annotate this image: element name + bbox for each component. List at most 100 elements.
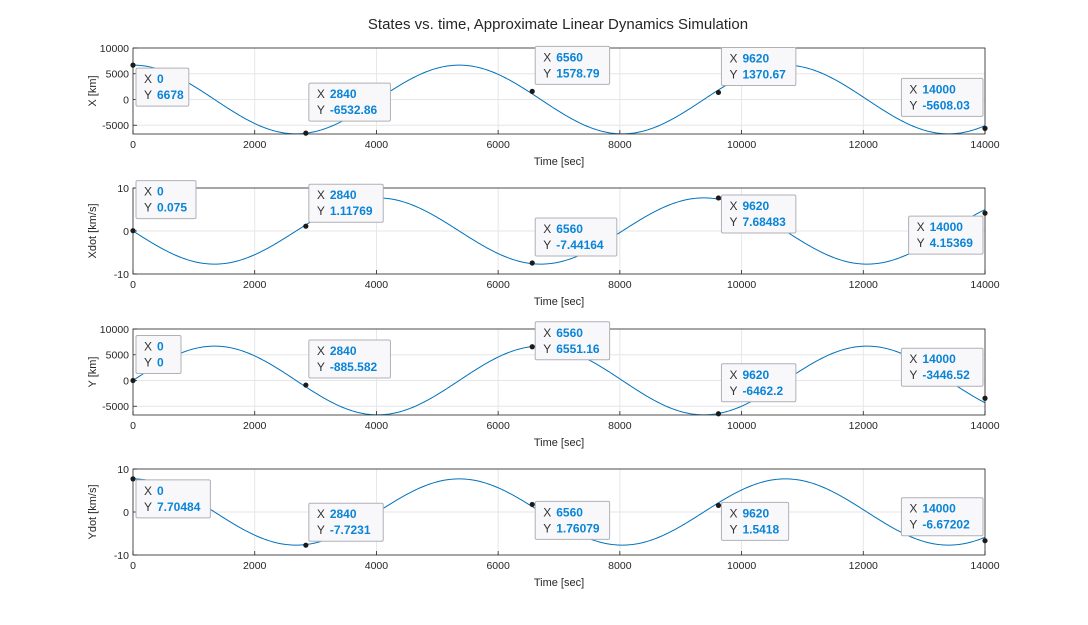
datatip[interactable]: X 0Y 7.70484 — [130, 476, 211, 519]
y-tick-label: 5000 — [106, 350, 130, 362]
x-tick-label: 2000 — [243, 139, 267, 151]
datatip-marker[interactable] — [529, 501, 535, 508]
y-axis-label: X [km] — [87, 75, 99, 106]
datatip-y-key: Y — [317, 103, 325, 117]
datatip-marker[interactable] — [982, 395, 988, 401]
datatip-x-value: 0 — [157, 484, 164, 498]
datatip-y-key: Y — [909, 368, 917, 382]
x-axis-label: Time [sec] — [534, 437, 584, 449]
datatip-x-key: X — [543, 222, 551, 236]
x-tick-label: 4000 — [365, 560, 389, 572]
x-tick-label: 8000 — [608, 420, 632, 432]
datatip[interactable]: X 9620 Y 1370.67 — [715, 46, 797, 96]
x-tick-label: 0 — [130, 279, 136, 291]
x-tick-label: 8000 — [608, 560, 632, 572]
datatip[interactable]: X 2840 Y -885.582 — [303, 339, 391, 388]
datatip-y-key: Y — [543, 521, 551, 535]
datatip-x-value: 14000 — [922, 82, 956, 96]
datatip-marker[interactable] — [529, 88, 535, 94]
datatip-x-value: 6560 — [556, 326, 583, 340]
datatip-marker[interactable] — [303, 382, 309, 388]
datatip[interactable]: X 2840 Y -7.7231 — [303, 502, 384, 548]
datatip[interactable]: X 2840 Y -6532.86 — [303, 82, 391, 136]
x-axis-label: Time [sec] — [534, 296, 584, 308]
datatip-x-key: X — [729, 506, 737, 520]
y-axis-label: Xdot [km/s] — [87, 203, 99, 258]
datatip-y-value: 4.15369 — [930, 236, 974, 250]
datatip-y-key: Y — [909, 98, 917, 112]
x-tick-label: 2000 — [243, 560, 267, 572]
datatip-y-value: -5608.03 — [922, 98, 970, 112]
datatip[interactable]: X 9620 Y 1.5418 — [715, 501, 790, 541]
datatip-marker[interactable] — [130, 228, 136, 234]
datatip-marker[interactable] — [130, 377, 136, 384]
x-tick-label: 0 — [130, 560, 136, 572]
datatip-marker[interactable] — [715, 89, 722, 96]
datatip-x-value: 6560 — [556, 50, 583, 64]
datatip-y-value: -6462.2 — [742, 384, 783, 398]
x-tick-label: 2000 — [243, 420, 267, 432]
datatip-marker[interactable] — [715, 195, 722, 201]
datatip[interactable]: X 0Y 0.075 — [130, 180, 197, 234]
datatip[interactable]: X 0Y 6678 — [130, 62, 190, 107]
datatip-marker[interactable] — [529, 344, 535, 350]
datatip[interactable]: X 14000 Y -6.67202 — [900, 497, 988, 544]
datatip[interactable]: X 14000 Y 4.15369 — [908, 210, 988, 255]
y-tick-label: -10 — [114, 269, 129, 281]
datatip[interactable]: X 6560 Y -7.44164 — [529, 217, 618, 266]
datatip-box — [135, 180, 197, 220]
datatip[interactable]: X 2840 Y 1.11769 — [303, 183, 384, 229]
datatip-y-key: Y — [917, 236, 925, 250]
datatip-y-key: Y — [317, 204, 325, 218]
x-tick-label: 4000 — [365, 139, 389, 151]
datatip-marker[interactable] — [529, 260, 535, 266]
datatip[interactable]: X 6560 Y 6551.16 — [529, 321, 611, 361]
datatip-marker[interactable] — [982, 538, 988, 544]
datatip-x-key: X — [543, 50, 551, 64]
datatip-marker[interactable] — [715, 502, 722, 508]
datatip[interactable]: X 0Y 0 — [130, 334, 182, 384]
datatip-x-key: X — [144, 72, 152, 86]
datatip[interactable]: X 6560 Y 1578.79 — [529, 45, 611, 94]
datatip-marker[interactable] — [303, 130, 309, 136]
y-tick-label: 0 — [123, 94, 129, 106]
datatip-x-value: 0 — [157, 72, 164, 86]
datatip-x-key: X — [144, 484, 152, 498]
datatip-marker[interactable] — [130, 476, 136, 482]
datatip[interactable]: X 14000 Y -3446.52 — [900, 347, 988, 401]
datatip-box — [308, 183, 384, 223]
datatip[interactable]: X 9620 Y -6462.2 — [715, 363, 797, 417]
datatip-x-value: 14000 — [922, 352, 956, 366]
datatip[interactable]: X 6560 Y 1.76079 — [529, 500, 611, 540]
datatip-box — [720, 501, 790, 541]
x-tick-label: 12000 — [849, 420, 878, 432]
datatip-marker[interactable] — [130, 62, 136, 68]
datatip-x-value: 14000 — [922, 502, 956, 516]
x-tick-label: 12000 — [849, 560, 878, 572]
datatip-x-value: 2840 — [330, 344, 357, 358]
datatip-marker[interactable] — [303, 542, 309, 548]
datatip-y-key: Y — [729, 67, 737, 81]
datatip-marker[interactable] — [982, 210, 988, 216]
datatip-x-value: 9620 — [742, 51, 769, 65]
datatip-y-value: -6.67202 — [922, 518, 970, 532]
y-axis-label: Ydot [km/s] — [87, 484, 99, 539]
y-tick-label: 10 — [117, 183, 129, 195]
y-tick-label: 0 — [123, 226, 129, 238]
series-line — [133, 197, 985, 265]
x-tick-label: 0 — [130, 139, 136, 151]
datatip-x-value: 2840 — [330, 507, 357, 521]
datatip-marker[interactable] — [982, 125, 988, 131]
datatip-y-value: 1578.79 — [556, 66, 600, 80]
subplot-3: 0 2000 4000 6000 8000 10000 12000 14000-5000050… — [87, 321, 1000, 449]
datatip-x-key: X — [317, 188, 325, 202]
datatip-x-value: 9620 — [742, 368, 769, 382]
datatip-marker[interactable] — [715, 411, 722, 417]
x-tick-label: 12000 — [849, 279, 878, 291]
datatip[interactable]: X 14000 Y -5608.03 — [900, 77, 988, 131]
datatip[interactable]: X 9620 Y 7.68483 — [715, 194, 797, 234]
x-tick-label: 14000 — [970, 139, 999, 151]
datatip-marker[interactable] — [303, 223, 309, 229]
datatip-y-value: 1.5418 — [742, 522, 779, 536]
